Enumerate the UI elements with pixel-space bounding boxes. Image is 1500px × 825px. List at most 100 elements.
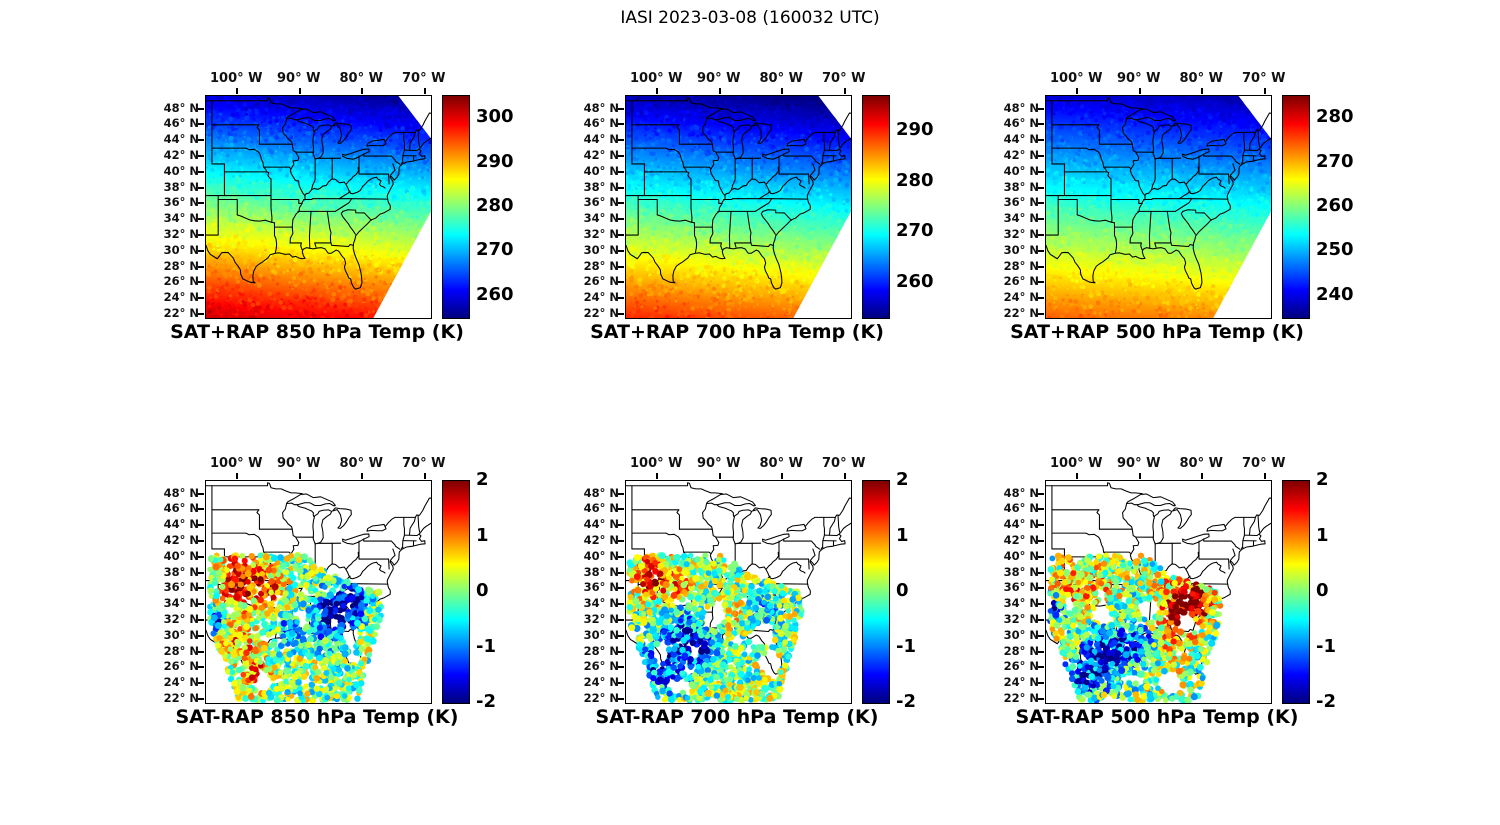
- y-tick-label: 34° N: [583, 211, 619, 226]
- y-tick-mark: [618, 524, 624, 527]
- x-tick-mark: [298, 88, 301, 94]
- y-tick-mark: [1038, 682, 1044, 685]
- y-tick-mark: [618, 555, 624, 558]
- y-tick-label: 40° N: [1003, 548, 1039, 563]
- y-tick-mark: [1038, 139, 1044, 142]
- x-tick-mark: [361, 88, 364, 94]
- map-plot: [198, 88, 432, 319]
- y-tick-label: 38° N: [163, 179, 199, 194]
- y-tick-mark: [1038, 492, 1044, 495]
- colorbar-gradient: [863, 96, 889, 318]
- y-tick-label: 22° N: [583, 306, 619, 321]
- x-tick-label: 90° W: [1117, 71, 1161, 86]
- y-tick-mark: [1038, 155, 1044, 158]
- y-tick-label: 46° N: [583, 501, 619, 516]
- y-tick-label: 30° N: [163, 242, 199, 257]
- x-axis-ticks: 100° W 90° W 80° W 70° W: [987, 456, 1327, 478]
- x-axis-ticks: 100° W 90° W 80° W 70° W: [147, 71, 487, 93]
- y-tick-mark: [618, 186, 624, 189]
- y-tick-mark: [198, 571, 204, 574]
- y-tick-mark: [198, 492, 204, 495]
- colorbar-tick-label: 1: [476, 524, 489, 546]
- x-tick-label: 100° W: [1049, 71, 1103, 86]
- y-axis-ticks: 48° N 46° N 44° N 42° N 40° N 38° N 36° N 34° N…: [147, 480, 201, 705]
- colorbar-ticks: 280 270 260 250 240: [1316, 95, 1376, 317]
- x-axis-ticks: 100° W 90° W 80° W 70° W: [567, 456, 907, 478]
- x-axis-ticks: 100° W 90° W 80° W 70° W: [567, 71, 907, 93]
- y-tick-label: 24° N: [163, 675, 199, 690]
- y-tick-mark: [618, 155, 624, 158]
- y-tick-label: 46° N: [163, 116, 199, 131]
- y-tick-mark: [198, 107, 204, 110]
- x-tick-mark: [361, 473, 364, 479]
- y-tick-mark: [1038, 170, 1044, 173]
- y-tick-mark: [198, 524, 204, 527]
- x-tick-label: 80° W: [339, 456, 383, 471]
- y-tick-mark: [1038, 186, 1044, 189]
- y-tick-label: 24° N: [1003, 675, 1039, 690]
- x-tick-mark: [1138, 88, 1141, 94]
- y-tick-mark: [1038, 249, 1044, 252]
- x-tick-mark: [423, 88, 426, 94]
- y-tick-mark: [198, 202, 204, 205]
- colorbar-ticks: 300 290 280 270 260: [476, 95, 536, 317]
- map-plot: [198, 473, 432, 704]
- colorbar-ticks: 2 1 0 -1 -2: [1316, 469, 1376, 712]
- colorbar-tick-label: 1: [896, 524, 909, 546]
- x-tick-label: 80° W: [1179, 71, 1223, 86]
- y-tick-mark: [618, 571, 624, 574]
- y-tick-label: 48° N: [583, 100, 619, 115]
- y-tick-label: 48° N: [1003, 100, 1039, 115]
- y-tick-mark: [618, 492, 624, 495]
- x-tick-label: 90° W: [277, 456, 321, 471]
- y-tick-label: 36° N: [163, 580, 199, 595]
- colorbar: [1282, 95, 1310, 319]
- x-tick-mark: [843, 473, 846, 479]
- y-tick-label: 40° N: [583, 163, 619, 178]
- colorbar-tick-label: 0: [896, 580, 909, 601]
- y-tick-mark: [1038, 587, 1044, 590]
- y-tick-mark: [1038, 524, 1044, 527]
- y-tick-label: 48° N: [163, 100, 199, 115]
- y-tick-mark: [1038, 218, 1044, 221]
- y-tick-mark: [198, 170, 204, 173]
- y-tick-mark: [618, 682, 624, 685]
- panel-sat-plus-rap-850: 100° W 90° W 80° W 70° W 48° N 46° N 44° N 42°…: [147, 69, 536, 379]
- x-tick-label: 70° W: [822, 456, 866, 471]
- x-tick-label: 100° W: [629, 71, 683, 86]
- y-tick-label: 30° N: [1003, 627, 1039, 642]
- y-tick-mark: [198, 682, 204, 685]
- y-tick-mark: [1038, 508, 1044, 511]
- y-axis-ticks: 48° N 46° N 44° N 42° N 40° N 38° N 36° N 34° N…: [987, 480, 1041, 705]
- y-tick-label: 28° N: [583, 258, 619, 273]
- colorbar-gradient: [443, 481, 469, 703]
- x-tick-mark: [656, 88, 659, 94]
- y-tick-label: 28° N: [583, 643, 619, 658]
- y-tick-mark: [1038, 313, 1044, 316]
- y-tick-mark: [618, 634, 624, 637]
- map-canvas: [626, 481, 851, 703]
- map-plot: [618, 88, 852, 319]
- y-tick-label: 34° N: [1003, 211, 1039, 226]
- y-tick-mark: [198, 587, 204, 590]
- y-tick-mark: [198, 123, 204, 126]
- y-tick-label: 24° N: [1003, 290, 1039, 305]
- y-tick-label: 44° N: [1003, 132, 1039, 147]
- y-tick-label: 32° N: [1003, 227, 1039, 242]
- y-tick-mark: [198, 698, 204, 701]
- y-tick-label: 24° N: [163, 290, 199, 305]
- y-tick-mark: [198, 297, 204, 300]
- y-tick-mark: [198, 155, 204, 158]
- map-canvas: [206, 96, 431, 318]
- y-tick-mark: [198, 186, 204, 189]
- x-tick-label: 100° W: [209, 71, 263, 86]
- y-tick-mark: [1038, 265, 1044, 268]
- y-tick-mark: [618, 123, 624, 126]
- map-plot: [1038, 473, 1272, 704]
- y-axis-ticks: 48° N 46° N 44° N 42° N 40° N 38° N 36° N 34° N…: [147, 95, 201, 320]
- colorbar-tick-label: 290: [896, 119, 934, 141]
- y-tick-mark: [198, 508, 204, 511]
- x-tick-mark: [718, 473, 721, 479]
- colorbar: [862, 95, 890, 319]
